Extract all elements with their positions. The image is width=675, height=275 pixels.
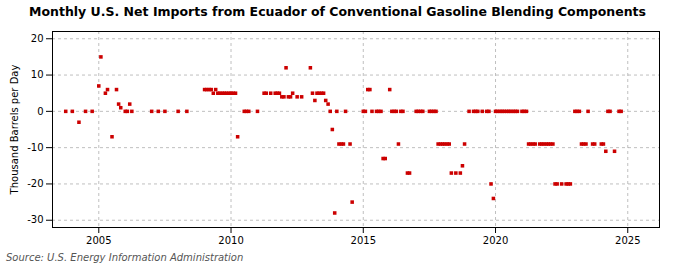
- svg-text:2005: 2005: [86, 235, 111, 246]
- html-text:Source: U.S. Energy Informatio: Source: U.S. Energy Information Administ…: [6, 252, 244, 263]
- svg-text:20: 20: [31, 33, 44, 44]
- svg-text:2010: 2010: [218, 235, 243, 246]
- html-text:Monthly U.S. Net Imports from: Monthly U.S. Net Imports from Ecuador of…: [29, 4, 646, 19]
- svg-text:-30: -30: [27, 214, 43, 225]
- svg-text:0: 0: [37, 106, 43, 117]
- svg-text:Thousand Barrels per Day: Thousand Barrels per Day: [9, 65, 20, 196]
- svg-text:-20: -20: [27, 178, 43, 189]
- svg-text:10: 10: [31, 69, 44, 80]
- svg-text:-10: -10: [27, 142, 43, 153]
- svg-text:2020: 2020: [483, 235, 508, 246]
- svg-text:2015: 2015: [351, 235, 376, 246]
- svg-text:2025: 2025: [615, 235, 640, 246]
